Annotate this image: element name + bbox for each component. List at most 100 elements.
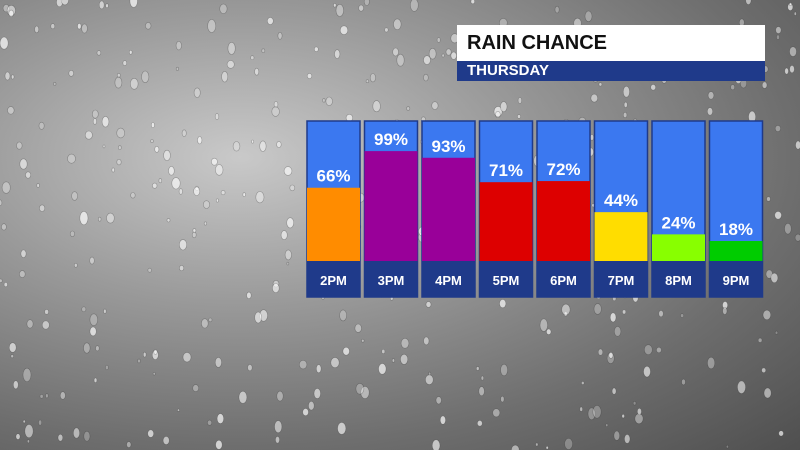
rain-drop (445, 48, 452, 56)
rain-drop (554, 5, 560, 14)
bar-6pm (537, 181, 590, 261)
rain-drop (774, 125, 781, 132)
rain-drop (102, 144, 106, 149)
rain-drop (381, 348, 386, 354)
category-label-5pm: 5PM (493, 273, 520, 288)
rain-drop (369, 73, 376, 83)
category-label-8pm: 8PM (665, 273, 692, 288)
rain-drop (103, 308, 107, 314)
rain-drop (145, 22, 152, 30)
rain-drop (511, 444, 520, 450)
rain-drop (152, 182, 158, 189)
rain-drop (276, 141, 282, 148)
rain-drop (354, 323, 362, 333)
rain-drop (441, 53, 445, 58)
rain-drop (358, 4, 364, 12)
rain-drop (191, 231, 197, 239)
rain-drop (793, 11, 797, 16)
rain-drop (722, 306, 728, 315)
rain-drop (215, 164, 224, 176)
rain-drop (624, 434, 631, 444)
rain-drop (69, 230, 75, 237)
rain-drop (500, 101, 508, 113)
rain-drop (8, 342, 17, 353)
rain-drop (118, 145, 122, 150)
rain-drop (39, 394, 44, 399)
rain-drop (302, 408, 309, 416)
rain-drop (220, 190, 226, 196)
rain-drop (19, 270, 26, 278)
rain-drop (226, 60, 235, 69)
rain-drop (680, 313, 685, 318)
rain-drop (129, 0, 138, 8)
rain-drop (22, 419, 26, 424)
rain-drop (613, 430, 620, 441)
rain-drop (201, 318, 209, 329)
category-label-9pm: 9PM (723, 273, 750, 288)
rain-drop (776, 34, 780, 40)
rain-drop (24, 424, 34, 438)
value-label-6pm: 72% (546, 160, 580, 179)
rain-drop (250, 55, 255, 61)
rain-drop (745, 0, 752, 5)
rain-drop (227, 42, 236, 55)
rain-drop (423, 336, 430, 346)
rain-drop (372, 100, 381, 113)
category-label-4pm: 4PM (435, 273, 462, 288)
rain-drop (89, 326, 97, 337)
rain-drop (178, 188, 183, 195)
rain-drop (147, 267, 152, 273)
rain-drop (251, 139, 254, 144)
rain-drop (83, 430, 91, 442)
category-label-7pm: 7PM (608, 273, 635, 288)
rain-drop (221, 71, 229, 83)
rain-drop (93, 377, 98, 383)
rain-drop (609, 312, 617, 323)
value-label-8pm: 24% (661, 213, 695, 232)
rain-drop (623, 101, 628, 108)
rain-drop (208, 317, 213, 323)
rain-drop (122, 60, 128, 66)
rain-drop (622, 112, 628, 119)
rain-drop (111, 167, 115, 173)
rain-drop (126, 441, 132, 448)
rain-drop (89, 256, 95, 265)
bar-5pm (479, 182, 533, 261)
chart-title: RAIN CHANCE (457, 25, 765, 61)
rain-drop (98, 0, 105, 10)
rain-drop (622, 85, 630, 98)
rain-drop (130, 192, 136, 199)
rain-drop (211, 157, 218, 166)
rain-drop (232, 141, 241, 152)
rain-drop (152, 372, 156, 376)
bar-4pm (422, 157, 475, 261)
rain-drop (203, 200, 211, 209)
rain-drop (637, 407, 642, 416)
rain-drop (116, 159, 122, 166)
rain-drop (391, 358, 395, 363)
rain-drop (788, 2, 792, 6)
rain-drop (77, 23, 82, 30)
rain-drop (271, 106, 280, 117)
rain-drop (493, 106, 503, 117)
rain-drop (784, 67, 789, 75)
rain-drop (141, 70, 150, 83)
rain-drop (439, 415, 446, 425)
category-band-3pm (364, 261, 418, 297)
rain-drop (117, 73, 121, 78)
rain-drop (171, 177, 181, 190)
rain-drop (436, 37, 441, 43)
rain-drop (587, 407, 596, 421)
rain-drop (203, 221, 207, 226)
rain-drop (41, 320, 50, 330)
rain-drop (266, 17, 274, 25)
rain-drop (431, 439, 441, 450)
rain-drop (10, 354, 14, 359)
category-band-5pm (479, 261, 533, 297)
rain-drop (114, 76, 123, 89)
rain-drop (681, 378, 686, 386)
rain-drop (774, 211, 782, 220)
rain-drop (13, 380, 19, 390)
rain-drop (410, 0, 419, 12)
value-label-3pm: 99% (374, 130, 408, 149)
